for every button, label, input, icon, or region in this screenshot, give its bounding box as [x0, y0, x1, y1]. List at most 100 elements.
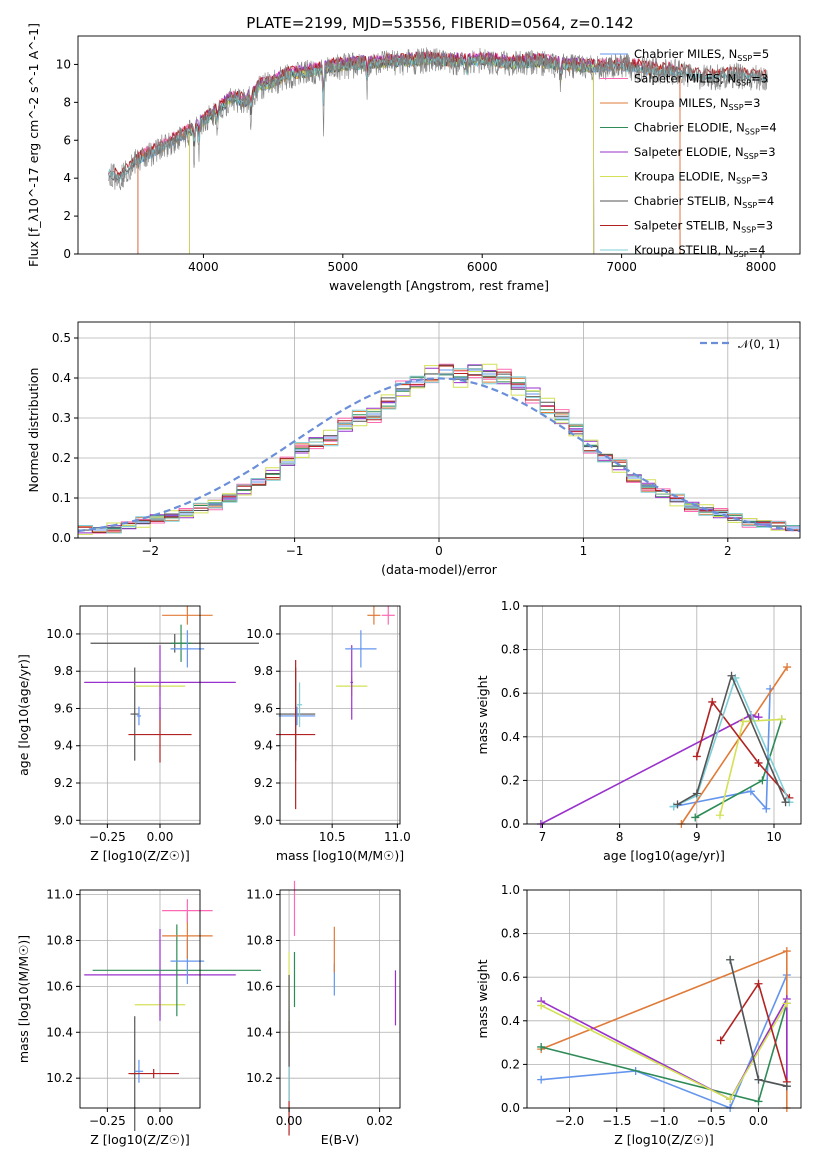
weight-marker [758, 776, 767, 785]
figure-title: PLATE=2199, MJD=53556, FIBERID=0564, z=0… [246, 14, 633, 32]
x-tick-label: 6000 [467, 260, 498, 274]
weight-marker [726, 955, 735, 964]
x-tick-label: −1 [286, 544, 304, 558]
x-axis-label: Z [log10(Z/Z☉)] [90, 1132, 190, 1147]
x-axis-label: E(B-V) [321, 1132, 360, 1147]
x-tick-label: 4000 [188, 260, 219, 274]
axes-frame [79, 889, 201, 1109]
panel-age_vs_mass: 10.5 11.0 9.0 9.2 9.4 9.6 9.8 10.0 mass [log10(M… [246, 605, 411, 863]
legend-label: Chabrier MILES, NSSP=5 [634, 47, 769, 63]
y-axis-label: age [log10(age/yr)] [16, 654, 31, 776]
legend-label: Salpeter ELODIE, NSSP=3 [634, 145, 776, 161]
y-tick-label: 9.2 [54, 776, 73, 790]
axes-frame [79, 605, 201, 825]
weight-marker [691, 813, 700, 822]
weight-marker [754, 1097, 763, 1106]
panel-weight_vs_Z: −2.0 −1.5 −1.0 −0.5 0.0 0.0 0.2 0.4 0.6 0.8 1.0 Z [… [475, 883, 802, 1147]
y-tick-label: 1.0 [501, 599, 520, 613]
y-tick-label: 10 [56, 57, 71, 71]
x-tick-label: −0.5 [697, 1114, 726, 1128]
weight-marker [754, 758, 763, 767]
y-tick-label: 0.3 [52, 411, 71, 425]
y-tick-label: 9.4 [54, 739, 73, 753]
weight-marker [754, 1075, 763, 1084]
y-tick-label: 9.0 [254, 813, 273, 827]
weight-line [696, 700, 790, 799]
y-tick-label: 9.4 [254, 739, 273, 753]
y-axis-label: mass weight [475, 675, 490, 754]
weight-marker [708, 697, 717, 706]
plot-area [77, 363, 801, 535]
y-tick-label: 9.2 [254, 776, 273, 790]
panel-residuals: −2 −1 0 1 2 0.0 0.1 0.2 0.3 0.4 0.5 (data-model)/er… [26, 321, 801, 577]
y-tick-label: 0.2 [501, 1057, 520, 1071]
x-tick-label: 7 [539, 830, 547, 844]
y-tick-label: 9.6 [54, 701, 73, 715]
weight-marker [537, 1075, 546, 1084]
y-tick-label: 0.8 [501, 643, 520, 657]
weight-marker [537, 1001, 546, 1010]
x-tick-label: −0.25 [89, 830, 126, 844]
plot-area [108, 47, 769, 254]
legend-label: Salpeter MILES, NSSP=3 [634, 72, 768, 88]
panel-mass_vs_EBV: 0.00 0.02 10.2 10.4 10.6 10.8 11.0 E(B-V) [246, 880, 401, 1147]
panel-weight_vs_age: 7 8 9 10 0.0 0.2 0.4 0.6 0.8 1.0 age [log10(age/yr… [475, 599, 802, 863]
plot-area [537, 947, 791, 1112]
panel-spectrum: 4000 5000 6000 7000 8000 0 2 4 6 8 10 wavelength [A… [26, 23, 801, 293]
y-tick-label: 6 [63, 133, 71, 147]
x-tick-label: −1.5 [602, 1114, 631, 1128]
weight-marker [782, 999, 791, 1008]
x-tick-label: 5000 [328, 260, 359, 274]
x-tick-label: 0.0 [749, 1114, 768, 1128]
legend-label: Kroupa ELODIE, NSSP=3 [634, 170, 768, 186]
weight-marker [754, 979, 763, 988]
x-tick-label: −0.25 [89, 1114, 126, 1128]
x-axis-label: Z [log10(Z/Z☉)] [614, 1132, 714, 1147]
weight-line [673, 688, 771, 811]
y-tick-label: 0.2 [501, 773, 520, 787]
y-axis-label: mass [log10(M/M☉)] [16, 935, 31, 1063]
y-tick-label: 10.6 [246, 979, 273, 993]
y-tick-label: 0.6 [501, 686, 520, 700]
observed-spectrum-line [108, 47, 768, 191]
x-axis-label: wavelength [Angstrom, rest frame] [329, 278, 549, 293]
axes-frame [77, 35, 801, 255]
panel-mass_vs_Z: −0.25 0.00 10.2 10.4 10.6 10.8 11.0 Z [log10(Z/… [16, 888, 262, 1147]
legend-label: Chabrier ELODIE, NSSP=4 [634, 121, 777, 137]
x-tick-label: 11.0 [384, 830, 411, 844]
legend-label: Salpeter STELIB, NSSP=3 [634, 219, 773, 235]
y-tick-label: 0.0 [501, 817, 520, 831]
legend-label: Chabrier STELIB, NSSP=4 [634, 194, 774, 210]
y-tick-label: 10.0 [246, 627, 273, 641]
weight-line [677, 673, 787, 806]
x-axis-label: mass [log10(M/M☉)] [276, 848, 404, 863]
y-tick-label: 0.2 [52, 451, 71, 465]
weight-marker [782, 1082, 791, 1091]
y-tick-label: 10.2 [46, 1071, 73, 1085]
y-tick-label: 0.6 [501, 970, 520, 984]
weight-marker [782, 947, 791, 956]
legend-label: Kroupa MILES, NSSP=3 [634, 96, 760, 112]
weight-line [540, 995, 788, 1101]
x-tick-label: −1.0 [649, 1114, 678, 1128]
y-tick-label: 9.0 [54, 813, 73, 827]
y-tick-label: 10.4 [46, 1025, 73, 1039]
y-tick-label: 11.0 [246, 888, 273, 902]
plot-area [84, 899, 262, 1131]
axes-frame [279, 889, 401, 1109]
x-tick-label: 0 [435, 544, 443, 558]
residual-histogram [78, 365, 800, 533]
plot-area [84, 606, 259, 763]
weight-marker [726, 1095, 735, 1104]
axes-frame [279, 605, 401, 825]
y-tick-label: 9.8 [54, 664, 73, 678]
weight-marker [537, 1042, 546, 1051]
y-tick-label: 10.4 [246, 1025, 273, 1039]
weight-marker [783, 663, 792, 672]
y-tick-label: 0.4 [501, 1014, 520, 1028]
x-tick-label: 1 [580, 544, 588, 558]
x-tick-label: 0.00 [276, 1114, 303, 1128]
weight-line [680, 666, 788, 825]
y-tick-label: 0.4 [52, 371, 71, 385]
y-tick-label: 8 [63, 95, 71, 109]
